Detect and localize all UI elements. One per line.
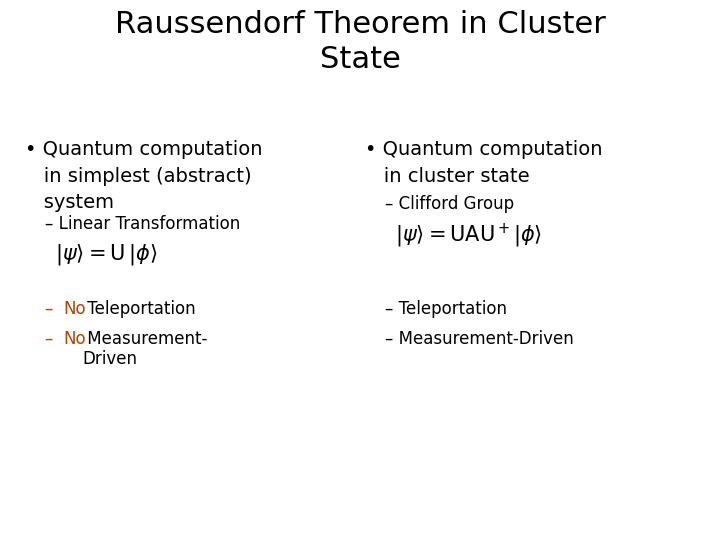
Text: – Measurement-Driven: – Measurement-Driven [385, 330, 574, 348]
Text: No: No [63, 330, 86, 348]
Text: –: – [45, 300, 58, 318]
Text: • Quantum computation
   in simplest (abstract)
   system: • Quantum computation in simplest (abstr… [25, 140, 263, 212]
Text: – Clifford Group: – Clifford Group [385, 195, 514, 213]
Text: –: – [45, 330, 58, 348]
Text: Driven: Driven [82, 350, 137, 368]
Text: Teleportation: Teleportation [82, 300, 196, 318]
Text: $|\psi\rangle = \mathrm{UAU^+}|\phi\rangle$: $|\psi\rangle = \mathrm{UAU^+}|\phi\rang… [395, 222, 542, 251]
Text: – Linear Transformation: – Linear Transformation [45, 215, 240, 233]
Text: Measurement-: Measurement- [82, 330, 207, 348]
Text: • Quantum computation
   in cluster state: • Quantum computation in cluster state [365, 140, 603, 186]
Text: No: No [63, 300, 86, 318]
Text: Raussendorf Theorem in Cluster
State: Raussendorf Theorem in Cluster State [114, 10, 606, 74]
Text: $|\psi\rangle = \mathrm{U}\,|\phi\rangle$: $|\psi\rangle = \mathrm{U}\,|\phi\rangle… [55, 242, 158, 267]
Text: – Teleportation: – Teleportation [385, 300, 507, 318]
